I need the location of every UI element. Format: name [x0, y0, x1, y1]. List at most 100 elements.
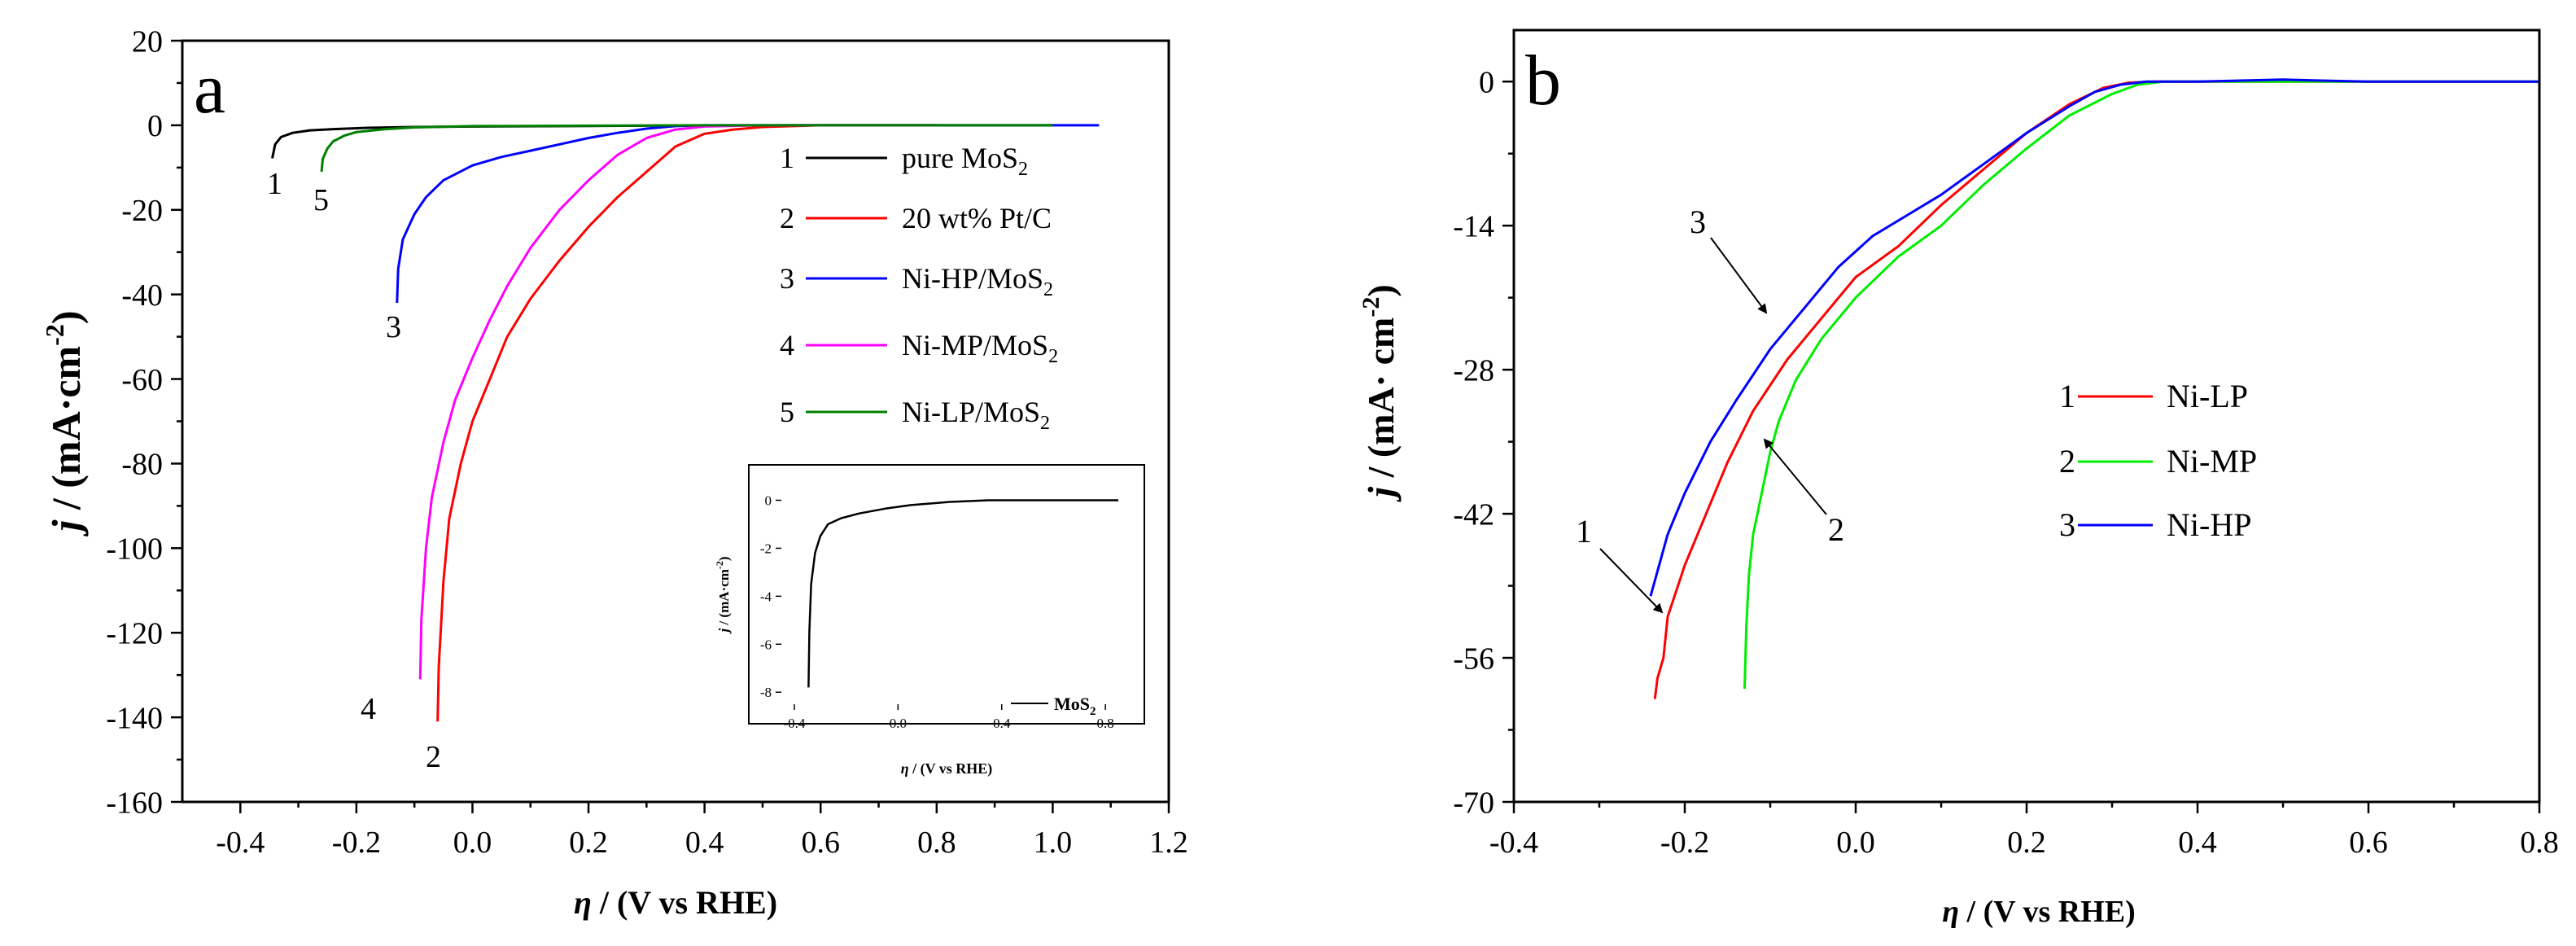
a-legend-number: 3: [780, 262, 794, 295]
y-tick-label: -60: [121, 363, 163, 397]
a-legend-label: pure MoS2: [902, 142, 1028, 180]
b-legend-entry-2: 2 Ni-MP: [2059, 443, 2257, 480]
y-tick-label: -56: [1453, 642, 1494, 676]
b-annotation-arrow-3: [1710, 237, 1768, 314]
b-legend-label: Ni-LP: [2167, 378, 2248, 414]
a-y-axis-title: j / (mA·cm-2): [40, 310, 89, 537]
b-legend-number: 1: [2059, 378, 2075, 414]
x-tick-label: 0.8: [2520, 826, 2559, 860]
x-tick-label: 1.0: [1034, 826, 1073, 860]
y-tick-label: -160: [106, 786, 163, 820]
y-tick-label: -4: [760, 589, 772, 604]
y-tick-label: 0: [147, 109, 163, 143]
y-tick-label: -2: [760, 541, 772, 556]
a-legend-entry-3: 3 Ni-HP/MoS2: [780, 262, 1053, 300]
b-legend-label: Ni-HP: [2167, 506, 2251, 543]
b-series-line-3: [1649, 78, 2539, 597]
a-curve-label-5: 5: [313, 183, 329, 217]
x-tick-label: -0.4: [783, 716, 805, 731]
y-tick-label: -14: [1453, 209, 1494, 243]
panel-a: -0.4 -0.2 0.0 0.2 0.4 0.6 0.8 1.0 1.2200-20-40-6…: [40, 24, 1188, 921]
y-tick-label: -140: [106, 701, 163, 735]
b-legend: 1 Ni-LP 2 Ni-MP 3 Ni-HP: [2059, 378, 2257, 543]
x-tick-label: 0.6: [801, 826, 840, 860]
x-tick-label: 0.2: [2007, 826, 2046, 860]
y-tick-label: -8: [760, 685, 772, 700]
x-tick-label: 0.4: [685, 826, 724, 860]
b-legend-label: Ni-MP: [2167, 443, 2257, 480]
b-panel-label: b: [1525, 42, 1561, 120]
panel-b: -0.4 -0.2 0.0 0.2 0.4 0.6 0.80-14-28-42-56-70 …: [1358, 28, 2559, 929]
a-legend-label: Ni-HP/MoS2: [902, 262, 1053, 300]
a-legend-entry-2: 2 20 wt% Pt/C: [780, 202, 1052, 234]
a-legend-number: 1: [780, 142, 794, 174]
y-tick-label: 0: [1479, 66, 1494, 100]
b-annotation-label-3: 3: [1690, 204, 1706, 240]
y-tick-label: -100: [106, 532, 163, 567]
x-tick-label: -0.4: [216, 826, 265, 860]
b-series-line-2: [1743, 80, 2539, 690]
a-curve-label-3: 3: [386, 310, 401, 344]
a-legend-number: 4: [780, 329, 794, 361]
a-legend-label: Ni-MP/MoS2: [902, 329, 1058, 367]
a-legend-number: 5: [780, 396, 794, 428]
a-legend-label: 20 wt% Pt/C: [902, 202, 1052, 234]
a-plot-frame: [181, 39, 1170, 804]
b-annotation-arrow-1: [1599, 548, 1664, 614]
a-inset-y-title: j / (mA·cm-2): [714, 556, 732, 634]
b-legend-entry-1: 1 Ni-LP: [2059, 378, 2248, 414]
x-tick-label: 0.4: [2178, 826, 2217, 860]
x-tick-label: 0.0: [453, 826, 492, 860]
y-tick-label: 20: [132, 24, 163, 59]
a-legend-entry-4: 4 Ni-MP/MoS2: [780, 329, 1058, 367]
b-x-axis-title: η / (V vs RHE): [1942, 895, 2136, 929]
b-plot-lines: [1649, 78, 2539, 699]
b-legend-entry-3: 3 Ni-HP: [2059, 506, 2251, 543]
y-tick-label: -120: [106, 617, 163, 651]
a-curve-label-2: 2: [426, 740, 441, 774]
a-axis-ticks: -0.4 -0.2 0.0 0.2 0.4 0.6 0.8 1.0 1.2200-20-40-6…: [106, 24, 1187, 860]
a-series-line-5: [320, 124, 1053, 173]
x-tick-label: 0.6: [2349, 826, 2388, 860]
a-plot-lines: [271, 124, 1100, 722]
a-legend-label: Ni-LP/MoS2: [902, 396, 1050, 434]
b-legend-number: 3: [2059, 506, 2075, 543]
a-legend: 1 pure MoS2 2 20 wt% Pt/C 3 Ni-HP/MoS2 4…: [780, 142, 1058, 434]
a-series-line-2: [436, 124, 937, 722]
x-tick-label: 0.8: [917, 826, 956, 860]
inset-series-line-1: [807, 499, 1119, 688]
a-legend-entry-5: 5 Ni-LP/MoS2: [780, 396, 1050, 434]
x-tick-label: 0.0: [890, 716, 907, 731]
y-tick-label: -28: [1453, 353, 1494, 388]
a-inset-plot: [807, 499, 1119, 688]
x-tick-label: -0.4: [1489, 826, 1538, 860]
y-tick-label: -42: [1453, 497, 1494, 532]
y-tick-label: -20: [121, 194, 163, 228]
a-panel-label: a: [194, 50, 225, 129]
x-tick-label: -0.2: [332, 826, 381, 860]
y-tick-label: -80: [121, 448, 163, 482]
b-plot-frame: [1512, 28, 2541, 804]
y-tick-label: -70: [1453, 786, 1494, 820]
a-x-axis-title: η / (V vs RHE): [574, 884, 777, 921]
y-tick-label: 0: [765, 493, 772, 508]
x-tick-label: 0.2: [569, 826, 608, 860]
a-legend-entry-1: 1 pure MoS2: [780, 142, 1028, 180]
a-inset-frame: [748, 464, 1145, 725]
y-tick-label: -40: [121, 278, 163, 313]
x-tick-label: 0.4: [993, 716, 1011, 731]
a-curve-label-4: 4: [361, 692, 376, 726]
x-tick-label: 1.2: [1149, 826, 1188, 860]
b-annotation-label-1: 1: [1576, 513, 1592, 550]
x-tick-label: 0.8: [1097, 716, 1114, 731]
a-inset-ticks: -0.4 0.0 0.4 0.8 0 -2 -4 -6 -8: [760, 493, 1114, 731]
y-tick-label: -6: [760, 637, 772, 652]
x-tick-label: -0.2: [1660, 826, 1709, 860]
b-annotation-label-2: 2: [1828, 511, 1844, 548]
b-annotation-arrow-2: [1763, 438, 1827, 515]
b-axis-ticks: -0.4 -0.2 0.0 0.2 0.4 0.6 0.8 0 -14 -28 -42 -56 -70: [1453, 66, 2558, 861]
x-tick-label: 0.0: [1836, 826, 1875, 860]
a-inset: -0.4 0.0 0.4 0.8 0 -2 -4 -6 -8 j / (mA·cm-2) η /…: [714, 464, 1145, 777]
